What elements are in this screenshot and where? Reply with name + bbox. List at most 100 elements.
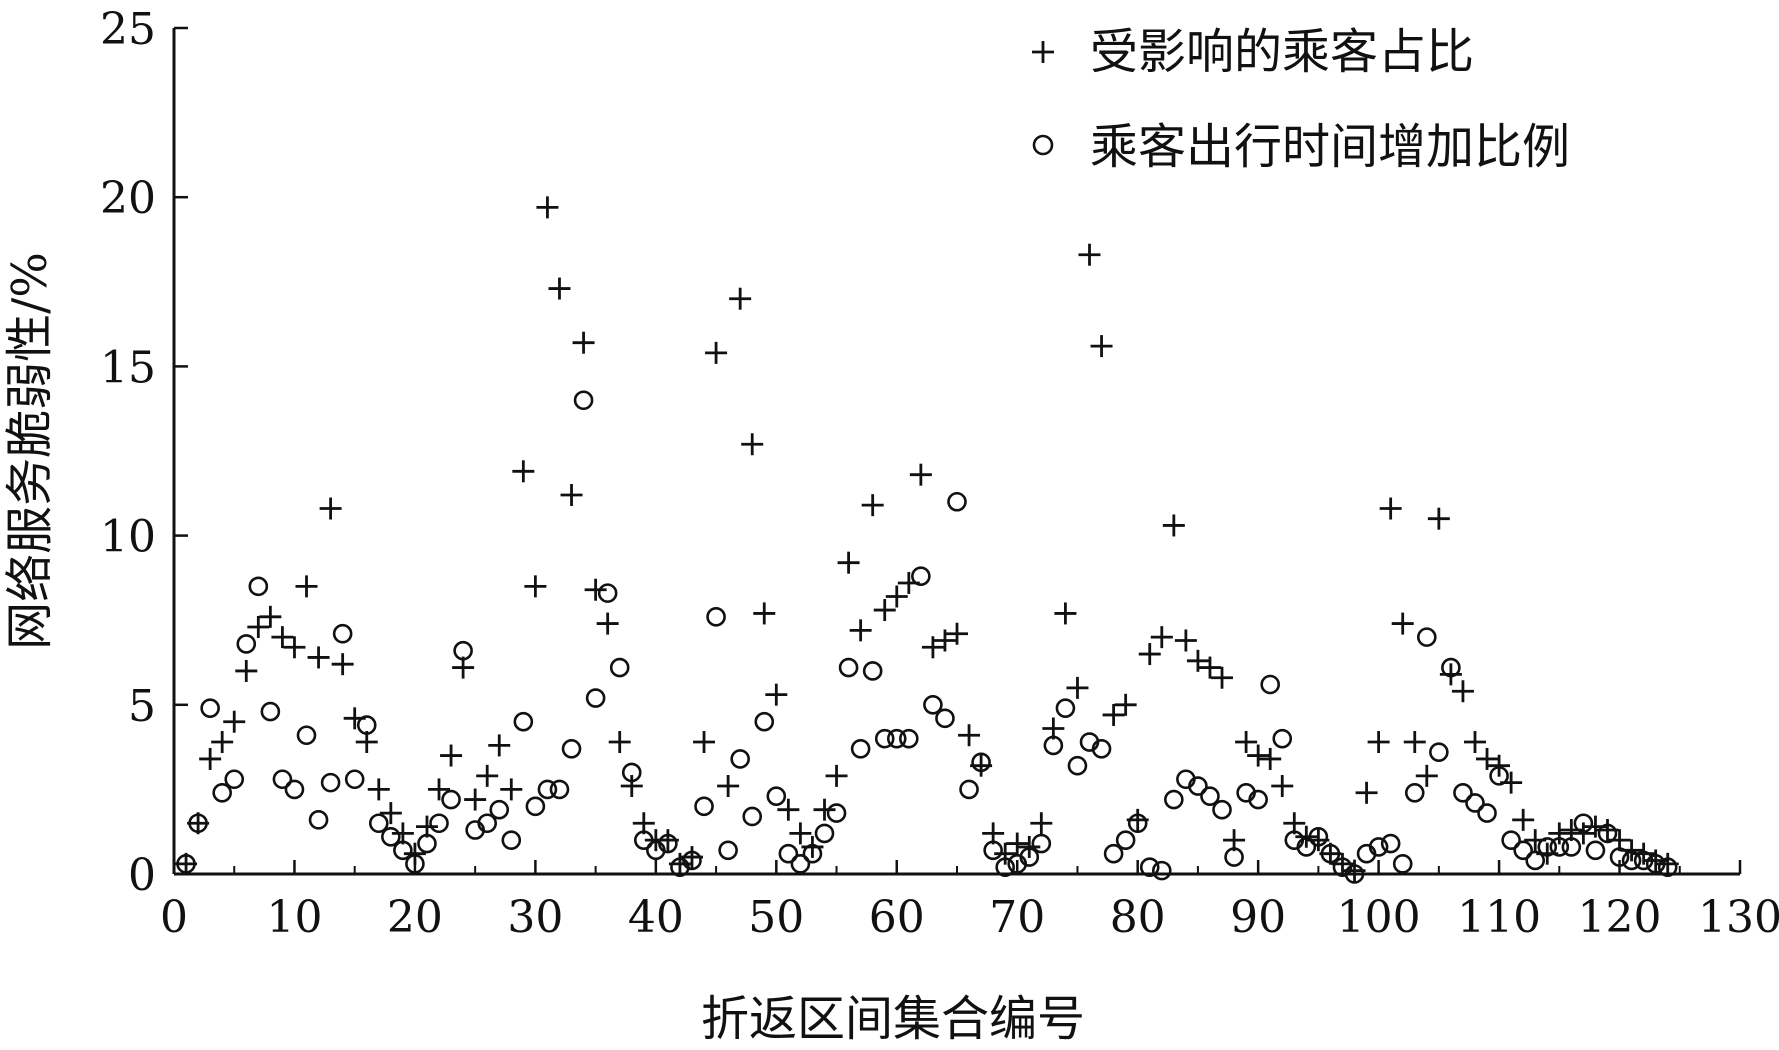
data-point-circle	[1164, 789, 1184, 810]
data-point-circle	[1489, 766, 1509, 786]
data-point-circle	[790, 854, 811, 874]
data-point-circle	[874, 728, 895, 749]
data-point-circle	[1224, 847, 1244, 867]
x-tick-label: 80	[1110, 892, 1166, 943]
data-point-circle	[1139, 857, 1160, 878]
data-point-circle	[1561, 837, 1582, 857]
data-point-plus	[1066, 676, 1089, 699]
data-point-circle	[477, 813, 498, 834]
data-point-plus	[536, 196, 559, 219]
data-point-circle	[1055, 698, 1076, 718]
data-point-plus	[1295, 825, 1318, 848]
data-point-circle	[1103, 843, 1124, 864]
data-point-circle	[441, 789, 461, 810]
data-point-plus	[1439, 663, 1462, 686]
data-point-plus	[596, 612, 619, 635]
data-point-plus	[1054, 602, 1077, 625]
legend-label-affected-passengers: 受影响的乘客占比	[1090, 24, 1474, 80]
data-point-circle	[886, 728, 907, 749]
data-point-circle	[248, 576, 269, 597]
data-point-circle	[1344, 864, 1365, 884]
data-point-plus	[367, 778, 390, 801]
data-point-circle	[1019, 847, 1040, 867]
data-point-plus	[488, 734, 511, 757]
data-point-circle	[621, 762, 642, 783]
data-point-circle	[1380, 833, 1401, 854]
data-point-plus	[1235, 731, 1258, 754]
data-point-circle	[236, 634, 257, 654]
data-point-circle	[935, 708, 955, 729]
legend-item-affected-passengers: 受影响的乘客占比	[1032, 24, 1474, 80]
data-point-circle	[694, 796, 714, 817]
data-point-circle	[525, 796, 546, 817]
data-point-circle	[1417, 627, 1437, 647]
plot-area: 0 10 20 30 40 50 60 70 80 90 100 110 120 130 0 5 10 15 20…	[100, 4, 1779, 943]
series-affected-passengers	[175, 196, 1679, 882]
data-point-circle	[296, 725, 317, 746]
data-point-plus	[1186, 649, 1209, 672]
y-tick-label: 5	[128, 681, 156, 732]
data-point-plus	[1150, 626, 1173, 649]
data-point-circle	[1368, 837, 1389, 857]
data-point-circle	[862, 661, 883, 681]
data-point-plus	[693, 731, 716, 754]
data-point-plus	[1090, 335, 1113, 358]
data-point-circle	[1429, 742, 1449, 762]
legend: 受影响的乘客占比 乘客出行时间增加比例	[1032, 24, 1570, 175]
data-point-circle	[501, 830, 522, 850]
data-point-circle	[561, 738, 582, 759]
data-point-plus	[909, 463, 932, 486]
data-point-circle	[200, 698, 220, 718]
data-point-circle	[272, 769, 293, 790]
data-point-plus	[825, 764, 848, 787]
data-point-circle	[911, 566, 931, 587]
data-point-plus	[1548, 822, 1571, 845]
data-point-plus	[1114, 693, 1137, 716]
legend-label-travel-time-increase: 乘客出行时间增加比例	[1090, 119, 1570, 175]
data-point-plus	[1391, 612, 1414, 635]
data-point-plus	[1006, 832, 1029, 855]
data-point-plus	[849, 619, 872, 642]
x-tick-label: 120	[1578, 892, 1662, 943]
data-point-circle	[585, 688, 606, 708]
data-point-plus	[1476, 747, 1499, 770]
data-point-circle	[838, 657, 859, 678]
data-point-plus	[789, 822, 812, 845]
data-point-circle	[1188, 776, 1208, 796]
data-point-circle	[597, 583, 618, 603]
data-point-plus	[259, 605, 282, 628]
data-point-circle	[1308, 826, 1329, 847]
data-point-circle	[754, 711, 775, 732]
data-point-circle	[1621, 850, 1642, 871]
x-tick-label: 10	[266, 892, 322, 943]
data-point-plus	[717, 775, 740, 798]
x-tick-label: 90	[1230, 892, 1286, 943]
y-tick-label: 25	[100, 4, 156, 55]
data-point-circle	[1404, 782, 1425, 803]
data-point-plus	[428, 778, 451, 801]
data-point-plus	[1162, 514, 1185, 537]
data-point-circle	[730, 749, 750, 769]
data-point-circle	[1441, 657, 1461, 678]
data-point-circle	[1320, 843, 1341, 864]
data-point-plus	[1403, 731, 1426, 754]
data-point-plus	[379, 802, 402, 825]
data-point-circle	[1597, 823, 1618, 844]
data-point-circle	[1513, 840, 1533, 861]
data-point-circle	[959, 779, 979, 800]
data-point-plus	[247, 615, 270, 638]
data-point-plus	[1271, 775, 1294, 798]
data-point-plus	[958, 724, 981, 747]
data-point-circle	[320, 772, 341, 793]
data-point-plus	[1078, 243, 1101, 266]
data-point-plus	[295, 575, 318, 598]
x-tick-label: 100	[1337, 892, 1421, 943]
data-point-plus	[620, 775, 643, 798]
data-point-plus	[211, 731, 234, 754]
data-point-circle	[284, 779, 305, 800]
data-point-circle	[356, 715, 377, 735]
y-tick-label: 10	[100, 512, 156, 563]
y-tick-label: 0	[128, 850, 156, 901]
data-point-plus	[1174, 629, 1197, 652]
